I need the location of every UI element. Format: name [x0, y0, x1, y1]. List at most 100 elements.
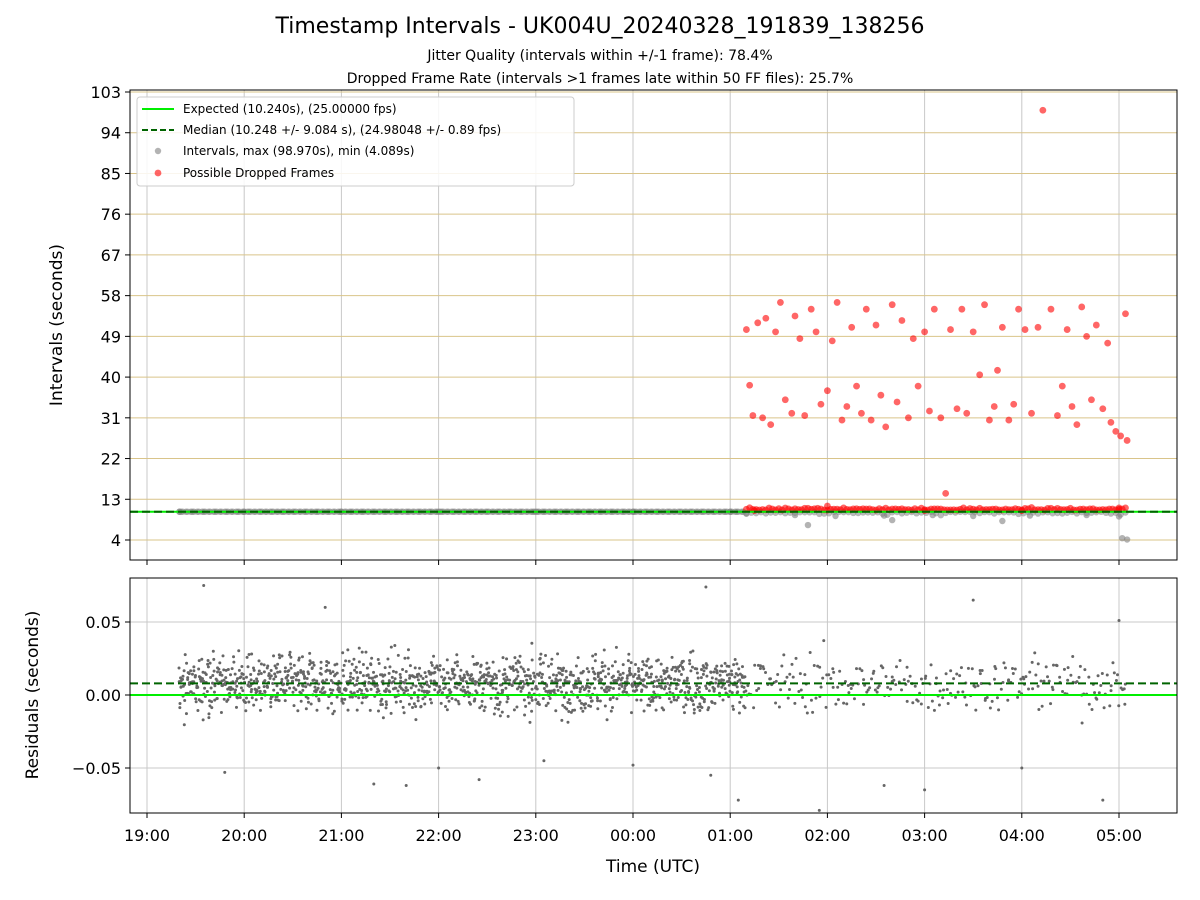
residual-point: [1020, 766, 1024, 770]
residual-point: [184, 712, 188, 716]
residual-point: [758, 664, 762, 668]
residual-point: [608, 698, 612, 702]
residual-point: [487, 666, 491, 670]
residual-point: [690, 665, 694, 669]
residual-point: [443, 686, 447, 690]
residual-point: [642, 709, 646, 713]
residual-point: [584, 686, 588, 690]
residual-point: [657, 678, 661, 682]
x-tick-label: 03:00: [902, 826, 948, 845]
residual-point: [305, 676, 309, 680]
residual-point: [549, 662, 553, 666]
residual-point: [723, 669, 727, 673]
residual-point: [645, 672, 649, 676]
residual-point: [258, 689, 262, 693]
x-axis-label: Time (UTC): [605, 857, 700, 877]
residual-point: [247, 652, 251, 656]
residual-point: [237, 649, 241, 653]
residual-point: [1102, 706, 1106, 710]
residual-point: [579, 687, 583, 691]
residual-point: [326, 706, 330, 710]
residual-point: [611, 695, 615, 699]
residual-point: [239, 686, 243, 690]
residual-point: [496, 691, 500, 695]
dropped-point: [1122, 504, 1129, 512]
residual-point: [328, 688, 332, 692]
residual-point: [1093, 691, 1097, 695]
residual-point: [337, 689, 341, 693]
residual-point: [620, 684, 624, 688]
residual-point: [249, 673, 253, 677]
residual-point: [329, 678, 333, 682]
residual-point: [768, 677, 772, 681]
residual-point: [455, 660, 459, 664]
residual-point: [762, 667, 766, 671]
residual-point: [956, 690, 960, 694]
residual-point: [538, 671, 542, 675]
residual-point: [315, 679, 319, 683]
residual-point: [335, 662, 339, 666]
residual-point: [259, 662, 263, 666]
dropped-point: [942, 489, 950, 497]
residual-point: [528, 674, 532, 678]
dropped-point: [1122, 310, 1129, 318]
residual-point: [355, 670, 359, 674]
residual-point: [1080, 721, 1084, 725]
residual-point: [221, 654, 225, 658]
dropped-point: [828, 337, 836, 345]
residual-point: [579, 701, 583, 705]
residual-point: [652, 679, 656, 683]
residual-point: [468, 702, 472, 706]
residual-point: [489, 696, 493, 700]
residual-point: [470, 673, 474, 677]
residual-point: [190, 672, 194, 676]
residual-point: [277, 653, 281, 657]
residual-point: [497, 703, 501, 707]
interval-point: [791, 511, 799, 519]
residual-point: [447, 699, 451, 703]
residual-point: [675, 698, 679, 702]
residual-point: [581, 685, 585, 689]
residual-point: [356, 690, 360, 694]
residual-point: [438, 668, 442, 672]
residual-point: [669, 676, 673, 680]
top-y-axis-label: Intervals (seconds): [47, 244, 67, 406]
residual-point: [181, 674, 185, 678]
residual-point: [315, 708, 319, 712]
residual-point: [611, 686, 615, 690]
dropped-point: [872, 321, 880, 329]
residual-point: [602, 648, 606, 652]
residual-point: [707, 706, 711, 710]
residual-point: [564, 691, 568, 695]
residual-point: [605, 718, 609, 722]
interval-point: [1026, 512, 1034, 519]
residual-point: [403, 656, 407, 660]
residual-point: [304, 685, 308, 689]
residual-point: [343, 697, 347, 701]
interval-point: [832, 512, 839, 520]
bottom-y-tick-label: −0.05: [72, 759, 121, 778]
residual-point: [791, 675, 795, 679]
x-tick-label: 22:00: [416, 826, 462, 845]
residual-point: [482, 709, 486, 713]
residual-point: [488, 674, 492, 678]
residual-point: [329, 671, 333, 675]
dropped-point: [777, 299, 784, 306]
residual-point: [325, 664, 329, 668]
residual-point: [959, 666, 963, 670]
residual-point: [595, 696, 599, 700]
residual-point: [701, 672, 705, 676]
residual-point: [1100, 672, 1104, 676]
residual-point: [674, 687, 678, 691]
residual-point: [1055, 664, 1059, 668]
residual-point: [453, 673, 457, 677]
residual-point: [732, 663, 736, 667]
residual-point: [637, 674, 641, 678]
residual-point: [387, 671, 391, 675]
residual-point: [797, 689, 801, 693]
residual-point: [1003, 666, 1007, 670]
residual-point: [752, 706, 756, 710]
residual-point: [503, 678, 507, 682]
residual-point: [697, 690, 701, 694]
dropped-point: [1005, 416, 1013, 424]
